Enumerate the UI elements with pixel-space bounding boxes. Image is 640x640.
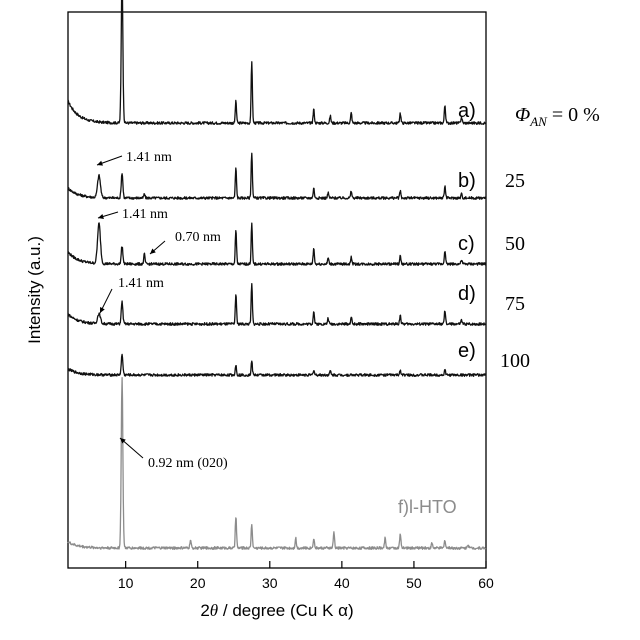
series-label: b) (458, 170, 476, 192)
y-axis-label: Intensity (a.u.) (25, 236, 44, 344)
series-label: f)l-HTO (398, 497, 457, 517)
x-tick-label: 30 (262, 575, 278, 591)
series-labels: a) b) 25 c) 50 d) 75 e) 100 f)l-HTO (398, 100, 530, 517)
series-label: c) (458, 233, 475, 255)
annotation-arrowhead (97, 161, 103, 166)
xrd-trace-1 (68, 0, 486, 124)
legend-header: ΦAN = 0 % (515, 104, 600, 129)
fraction-label: 75 (505, 293, 525, 315)
annotation-label: 1.41 nm (126, 150, 172, 165)
series-label: e) (458, 340, 476, 362)
annotation-label: 1.41 nm (118, 276, 164, 291)
fraction-label: 25 (505, 170, 525, 192)
annotation-label: 0.92 nm (020) (148, 456, 228, 471)
x-tick-label: 40 (334, 575, 350, 591)
fraction-label: 100 (500, 350, 530, 372)
x-tick-label: 50 (406, 575, 422, 591)
series-label: d) (458, 283, 476, 305)
xrd-trace-3 (68, 223, 486, 265)
x-tick-label: 20 (190, 575, 206, 591)
annotation-label: 1.41 nm (122, 207, 168, 222)
x-tick-label: 10 (118, 575, 134, 591)
xrd-trace-5 (68, 354, 486, 376)
x-axis-ticks: 10 20 30 40 50 60 (118, 561, 494, 591)
xrd-traces (68, 0, 486, 549)
annotation-label: 0.70 nm (175, 230, 221, 245)
x-axis-label: 2θ / degree (Cu K α) (200, 601, 353, 620)
series-label: a) (458, 100, 476, 122)
fraction-label: 50 (505, 233, 525, 255)
xrd-trace-6 (68, 378, 486, 550)
x-tick-label: 60 (478, 575, 494, 591)
